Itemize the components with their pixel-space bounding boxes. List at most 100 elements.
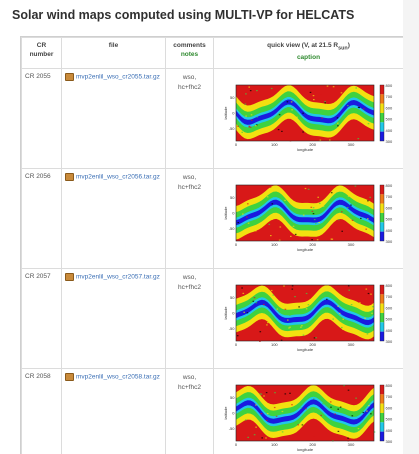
archive-icon <box>65 373 74 381</box>
colorbar-tick-label: 400 <box>386 328 393 333</box>
x-tick-label: 200 <box>309 142 316 147</box>
x-tick-label: 0 <box>235 142 238 147</box>
x-tick-label: 200 <box>309 342 316 347</box>
x-axis-label: longitude <box>297 147 314 152</box>
colorbar-tick-label: 500 <box>386 117 393 122</box>
colorbar-tick-label: 500 <box>386 317 393 322</box>
table-header-row: CR number file comments notes quick view… <box>21 37 403 69</box>
file-cell: mvp2enlil_wso_cr2055.tar.gz <box>61 68 166 169</box>
colorbar-tick-label: 600 <box>386 205 393 210</box>
cr-number-cell: CR 2058 <box>21 368 62 454</box>
comment-model: hc+fhc2 <box>178 183 201 191</box>
file-cell: mvp2enlil_wso_cr2058.tar.gz <box>61 368 166 454</box>
y-tick-label: -50 <box>229 426 236 431</box>
colorbar-tick-label: 600 <box>386 105 393 110</box>
header-cr-number[interactable]: CR number <box>21 37 62 69</box>
page-title: Solar wind maps computed using MULTI-VP … <box>12 8 355 22</box>
y-tick-label: -50 <box>229 126 236 131</box>
x-tick-label: 100 <box>271 142 278 147</box>
x-axis-label: longitude <box>297 247 314 252</box>
file-download-link[interactable]: mvp2enlil_wso_cr2058.tar.gz <box>76 373 160 381</box>
colorbar-tick-label: 700 <box>386 294 393 299</box>
colorbar-tick-label: 400 <box>386 228 393 233</box>
comment-source: wso, <box>182 174 197 181</box>
y-tick-label: 50 <box>230 395 235 400</box>
comment-source: wso, <box>182 274 197 281</box>
x-tick-label: 0 <box>235 442 238 447</box>
page: Solar wind maps computed using MULTI-VP … <box>0 0 403 454</box>
y-tick-label: -50 <box>229 326 236 331</box>
cr-number-cell: CR 2055 <box>21 68 62 169</box>
colorbar-tick-label: 800 <box>386 383 393 388</box>
x-tick-label: 300 <box>348 142 355 147</box>
colorbar-tick-label: 700 <box>386 94 393 99</box>
x-tick-label: 100 <box>271 442 278 447</box>
y-axis-label: latitude <box>224 106 228 120</box>
header-file[interactable]: file <box>61 37 166 69</box>
table-row: CR 2056 mvp2enlil_wso_cr2056.tar.gz wso, hc… <box>21 168 403 269</box>
x-tick-label: 100 <box>271 242 278 247</box>
archive-icon <box>65 273 74 281</box>
colorbar-tick-label: 400 <box>386 428 393 433</box>
colorbar-tick-label: 800 <box>386 83 393 88</box>
y-tick-label: 0 <box>232 111 235 116</box>
colorbar-tick-label: 700 <box>386 394 393 399</box>
header-caption-label: caption <box>296 54 321 62</box>
x-tick-label: 100 <box>271 342 278 347</box>
y-axis-label: latitude <box>224 406 228 420</box>
y-tick-label: -50 <box>229 226 236 231</box>
table-row: CR 2057 mvp2enlil_wso_cr2057.tar.gz wso, hc… <box>21 268 403 369</box>
colorbar-tick-label: 700 <box>386 194 393 199</box>
x-tick-label: 0 <box>235 242 238 247</box>
table-row: CR 2055 mvp2enlil_wso_cr2055.tar.gz wso, hc… <box>21 68 403 169</box>
y-tick-label: 50 <box>230 195 235 200</box>
quick-view-cell: 800 700 600 500 400 300 0 100 200 300 50 0 -50 longit… <box>213 368 403 454</box>
y-tick-label: 0 <box>232 411 235 416</box>
y-tick-label: 0 <box>232 211 235 216</box>
file-cell: mvp2enlil_wso_cr2056.tar.gz <box>61 168 166 269</box>
file-download-link[interactable]: mvp2enlil_wso_cr2056.tar.gz <box>76 173 160 181</box>
cr-number-cell: CR 2057 <box>21 268 62 369</box>
x-axis-label: longitude <box>297 447 314 452</box>
x-tick-label: 200 <box>309 442 316 447</box>
colorbar-tick-label: 300 <box>386 139 393 144</box>
results-table: CR number file comments notes quick view… <box>20 36 403 454</box>
y-tick-label: 50 <box>230 95 235 100</box>
quick-view-cell: 800 700 600 500 400 300 0 100 200 300 50 0 -50 longit… <box>213 168 403 269</box>
colorbar-tick-label: 500 <box>386 217 393 222</box>
file-download-link[interactable]: mvp2enlil_wso_cr2057.tar.gz <box>76 273 160 281</box>
y-tick-label: 50 <box>230 295 235 300</box>
x-tick-label: 300 <box>348 442 355 447</box>
file-download-link[interactable]: mvp2enlil_wso_cr2055.tar.gz <box>76 73 160 81</box>
header-comments[interactable]: comments notes <box>165 37 214 69</box>
comments-cell: wso, hc+fhc2 <box>165 268 214 369</box>
colorbar-tick-label: 300 <box>386 239 393 244</box>
comment-model: hc+fhc2 <box>178 383 201 391</box>
x-tick-label: 200 <box>309 242 316 247</box>
colorbar-tick-label: 400 <box>386 128 393 133</box>
y-axis-label: latitude <box>224 206 228 220</box>
x-tick-label: 300 <box>348 242 355 247</box>
cr-number-cell: CR 2056 <box>21 168 62 269</box>
comment-source: wso, <box>182 374 197 381</box>
x-tick-label: 0 <box>235 342 238 347</box>
header-quick-view[interactable]: quick view (V, at 21.5 Rsun) caption <box>213 37 403 69</box>
header-comments-label: comments <box>173 42 206 49</box>
comment-model: hc+fhc2 <box>178 83 201 91</box>
y-axis-label: latitude <box>224 306 228 320</box>
x-tick-label: 300 <box>348 342 355 347</box>
quick-view-cell: 800 700 600 500 400 300 0 100 200 300 50 0 -50 longit… <box>213 268 403 369</box>
comments-cell: wso, hc+fhc2 <box>165 168 214 269</box>
table-row: CR 2058 mvp2enlil_wso_cr2058.tar.gz wso, hc… <box>21 368 403 454</box>
comment-model: hc+fhc2 <box>178 283 201 291</box>
colorbar-tick-label: 300 <box>386 439 393 444</box>
y-tick-label: 0 <box>232 311 235 316</box>
colorbar-tick-label: 300 <box>386 339 393 344</box>
comments-cell: wso, hc+fhc2 <box>165 68 214 169</box>
colorbar-tick-label: 800 <box>386 183 393 188</box>
archive-icon <box>65 73 74 81</box>
